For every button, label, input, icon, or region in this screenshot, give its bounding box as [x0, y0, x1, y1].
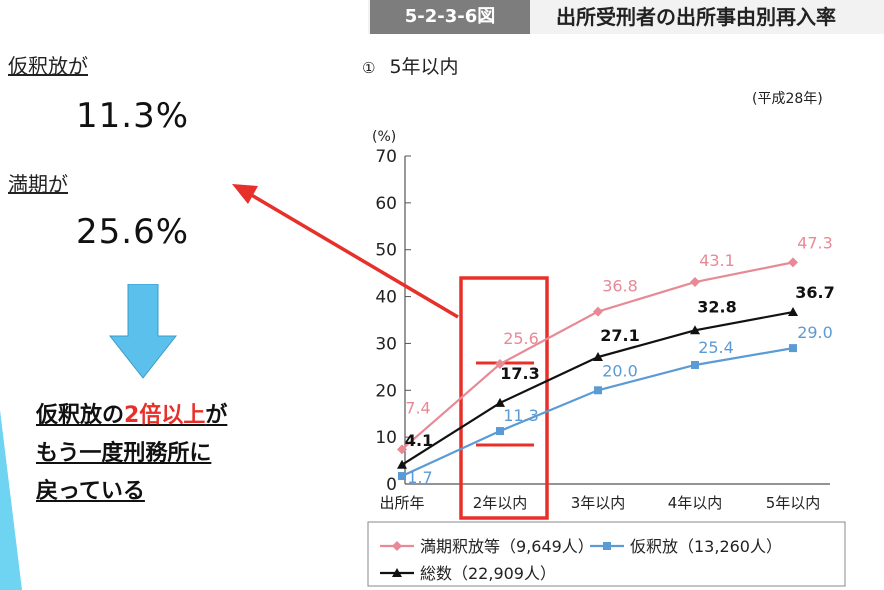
y-tick-label: 60	[375, 194, 397, 214]
year-note: (平成28年)	[752, 91, 823, 107]
figure-number: 5-2-3-6図	[370, 0, 530, 34]
conclusion-line-2: もう一度刑務所に	[36, 441, 212, 466]
y-tick-label: 70	[375, 147, 397, 167]
data-point	[398, 472, 406, 481]
data-label: 20.0	[602, 361, 638, 380]
data-label: 36.8	[602, 277, 638, 296]
data-point	[593, 306, 603, 317]
conclusion-highlight: 2倍以上	[124, 403, 206, 428]
y-tick-label: 40	[375, 288, 397, 308]
x-tick-label: 3年以内	[571, 494, 626, 512]
down-arrow-icon	[108, 284, 178, 379]
legend-label: 仮釈放（13,260人）	[630, 537, 782, 556]
figure-title: 出所受刑者の出所事由別再入率	[556, 5, 836, 29]
conclusion-line-1: 仮釈放の2倍以上が	[36, 398, 227, 434]
chart-labels: 7.4 25.6 36.8 43.1 47.3 1.7 11.3 20.0 25.4 29.0 4.…	[405, 233, 835, 487]
data-label: 43.1	[699, 251, 735, 270]
data-label: 11.3	[503, 406, 539, 425]
data-label: 1.7	[407, 468, 432, 487]
data-point	[691, 360, 699, 369]
decorative-triangle	[0, 410, 22, 590]
pointer-arrow-shaft	[247, 191, 459, 319]
legend-box	[367, 521, 846, 587]
highlight-box	[459, 276, 549, 520]
legend-marker	[392, 541, 402, 551]
expiry-rate: 25.6%	[76, 212, 190, 252]
expiry-label: 満期が	[8, 172, 68, 196]
pointer-arrow-head	[232, 184, 258, 204]
legend-label: 満期釈放等（9,649人）	[420, 537, 594, 556]
y-tick-label: 50	[375, 241, 397, 261]
x-tick-label: 4年以内	[668, 494, 723, 512]
data-label: 47.3	[797, 233, 833, 252]
data-label: 25.6	[503, 329, 539, 348]
parole-rate: 11.3%	[76, 96, 190, 136]
data-label: 4.1	[405, 431, 433, 450]
y-tick-label: 20	[375, 381, 397, 401]
data-point	[496, 427, 504, 436]
data-label: 36.7	[795, 283, 834, 302]
parole-label: 仮釈放が	[8, 54, 88, 78]
data-point	[397, 459, 407, 469]
legend-marker	[392, 568, 402, 577]
data-point	[690, 325, 700, 335]
y-tick-label: 10	[375, 428, 397, 448]
data-point	[788, 257, 798, 268]
chart-lines	[397, 257, 798, 481]
conclusion-prefix: 仮釈放の	[36, 403, 125, 428]
data-point	[690, 277, 700, 288]
data-point	[594, 386, 602, 395]
chart-legend: 満期釈放等（9,649人） 仮釈放（13,260人） 総数（22,909人）	[367, 521, 846, 587]
data-label: 32.8	[697, 297, 736, 316]
y-axis-unit: (%)	[372, 129, 396, 145]
conclusion-line-3: 戻っている	[36, 479, 145, 504]
conclusion-suffix: が	[205, 403, 228, 428]
subtitle-marker: ①	[362, 59, 376, 77]
x-tick-label: 2年以内	[473, 494, 528, 512]
x-tick-label: 出所年	[379, 494, 424, 512]
legend-marker	[603, 542, 611, 550]
data-point	[789, 344, 797, 353]
subtitle-text: 5年以内	[389, 56, 459, 78]
chart-axes: 0 10 20 30 40 50 60 70 (%) 出所年 2年以内 3年以内 4年以内 5年以内	[232, 129, 830, 520]
legend-label: 総数（22,909人）	[420, 564, 556, 583]
data-label: 17.3	[500, 364, 539, 383]
data-point	[593, 352, 603, 362]
figure-subtitle: ① 5年以内	[362, 52, 459, 79]
y-tick-label: 30	[375, 334, 397, 354]
y-tick-label: 0	[386, 475, 397, 495]
data-point	[397, 444, 407, 455]
data-point	[495, 397, 505, 407]
data-point	[788, 307, 798, 317]
data-label: 7.4	[405, 398, 430, 417]
x-tick-label: 5年以内	[766, 494, 821, 512]
data-label: 29.0	[797, 323, 833, 342]
data-point	[495, 359, 505, 370]
data-label: 25.4	[698, 338, 734, 357]
data-label: 27.1	[600, 326, 639, 345]
